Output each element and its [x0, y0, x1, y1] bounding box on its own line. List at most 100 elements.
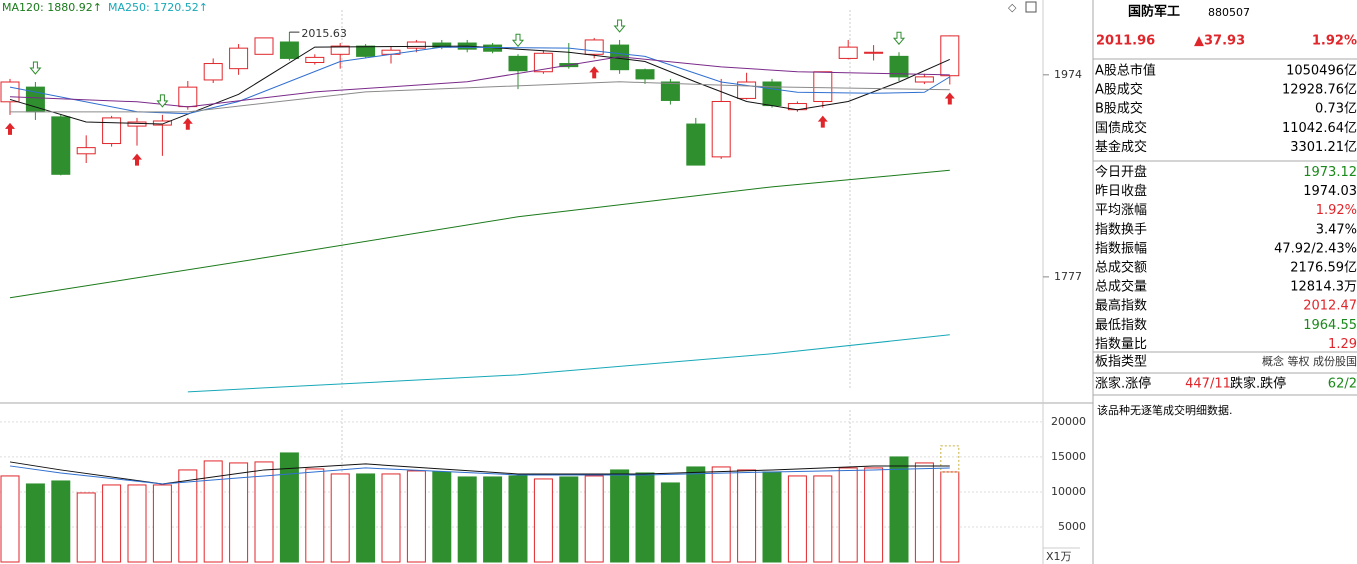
- volume-bar: [660, 482, 680, 563]
- row-label: 板指类型: [1095, 355, 1147, 370]
- candle-body: [406, 41, 426, 49]
- volume-bar: [457, 476, 477, 563]
- price: 2011.96: [1096, 34, 1155, 49]
- candle-body: [254, 37, 274, 55]
- buy-signal: [182, 117, 193, 130]
- volume-bar: [483, 476, 503, 563]
- row-value: 2176.59亿: [1290, 261, 1357, 276]
- candle-body: [864, 51, 884, 54]
- peak-label: 2015.63: [301, 27, 347, 40]
- candle-body: [813, 71, 833, 102]
- volume-bar: [533, 478, 553, 563]
- row-label: B股成交: [1095, 101, 1143, 117]
- ma-line: [187, 334, 950, 393]
- row-label: 指数换手: [1095, 222, 1147, 237]
- index-name: 国防军工: [1128, 4, 1180, 20]
- candle-body: [914, 76, 934, 83]
- volume-bar: [203, 460, 223, 563]
- candle-body: [305, 56, 325, 64]
- row-label: 国债成交: [1095, 120, 1147, 136]
- row-value: 1974.03: [1303, 184, 1357, 199]
- volume-bar: [838, 467, 858, 563]
- icon[interactable]: [1025, 1, 1037, 13]
- volume-bar: [51, 480, 71, 563]
- y-tick-label: 1777: [1054, 270, 1082, 283]
- volume-bar: [610, 469, 630, 563]
- volume-bar: [305, 468, 325, 563]
- row-value: 447/11: [1185, 377, 1231, 392]
- row-label: 总成交额: [1095, 260, 1147, 276]
- candle-body: [203, 63, 223, 81]
- candle-body: [51, 116, 71, 175]
- candle-body: [838, 46, 858, 59]
- note: 该品种无逐笔成交明细数据.: [1097, 403, 1233, 417]
- buy-signal: [132, 153, 142, 166]
- row-value: 1973.12: [1303, 165, 1357, 180]
- volume-bar: [102, 484, 122, 563]
- y-tick-label: 20000: [1051, 415, 1086, 428]
- row-value: 0.73亿: [1315, 102, 1357, 117]
- candle-body: [356, 45, 376, 57]
- volume-bar: [127, 484, 147, 563]
- ma-line: [9, 465, 950, 485]
- volume-bar: [584, 475, 604, 563]
- candle-body: [229, 47, 249, 70]
- volume-bar: [635, 472, 655, 563]
- sell-signal: [29, 61, 42, 75]
- row-value: 12814.3万: [1290, 280, 1357, 295]
- volume-bar: [813, 475, 833, 563]
- index-code: 880507: [1208, 6, 1250, 19]
- row-value: 11042.64亿: [1282, 121, 1357, 136]
- candle-body: [635, 69, 655, 80]
- candle-body: [152, 120, 172, 126]
- ma-legend: MA120: 1880.92↑: [2, 1, 102, 14]
- candle-body: [889, 55, 909, 78]
- row-label: 涨家.涨停: [1095, 376, 1151, 392]
- y-tick-label: 5000: [1058, 520, 1086, 533]
- icon[interactable]: ◇: [1008, 1, 1017, 14]
- row-label: 指数振幅: [1095, 241, 1147, 256]
- row-value: 1050496亿: [1286, 64, 1357, 79]
- ma-line: [10, 81, 950, 113]
- volume-bar: [229, 462, 249, 563]
- row-value: 3.47%: [1316, 222, 1357, 237]
- volume-bar: [356, 473, 376, 563]
- sell-signal: [511, 33, 525, 48]
- row-label: 昨日收盘: [1095, 183, 1147, 199]
- row-value: 12928.76亿: [1282, 83, 1357, 98]
- volume-bar: [254, 461, 274, 563]
- row-value: 47.92/2.43%: [1274, 241, 1357, 256]
- candle-body: [584, 39, 604, 55]
- volume-bar: [864, 467, 884, 563]
- volume-bar: [330, 473, 350, 563]
- pct: 1.92%: [1312, 34, 1357, 49]
- row-label: 跌家.跌停: [1230, 376, 1286, 392]
- volume-bar: [178, 469, 198, 563]
- volume-forecast: [940, 445, 960, 473]
- row-label: A股总市值: [1095, 63, 1156, 79]
- volume-bar: [76, 492, 96, 563]
- sell-signal: [156, 94, 169, 108]
- row-value: 1.29: [1328, 337, 1357, 352]
- row-value[interactable]: 概念 等权 成份股国: [1262, 354, 1357, 368]
- row-value: 1.92%: [1316, 203, 1357, 218]
- volume-bar: [381, 473, 401, 563]
- candle-body: [0, 81, 20, 103]
- volume-bar: [889, 456, 909, 563]
- volume-bar: [0, 475, 20, 563]
- row-label: A股成交: [1095, 82, 1143, 98]
- y-tick-label: 10000: [1051, 485, 1086, 498]
- volume-bar: [508, 475, 528, 563]
- buy-signal: [589, 66, 600, 79]
- volume-bar: [686, 466, 706, 563]
- row-label: 今日开盘: [1095, 164, 1147, 180]
- volume-bar: [762, 471, 782, 563]
- row-label: 总成交量: [1095, 279, 1147, 295]
- candle-body: [533, 52, 553, 73]
- volume-bar: [737, 469, 757, 563]
- change: ▲37.93: [1194, 34, 1245, 49]
- candle-body: [508, 55, 528, 72]
- buy-signal: [5, 122, 15, 135]
- ma-line: [9, 169, 950, 299]
- candle-body: [660, 81, 680, 101]
